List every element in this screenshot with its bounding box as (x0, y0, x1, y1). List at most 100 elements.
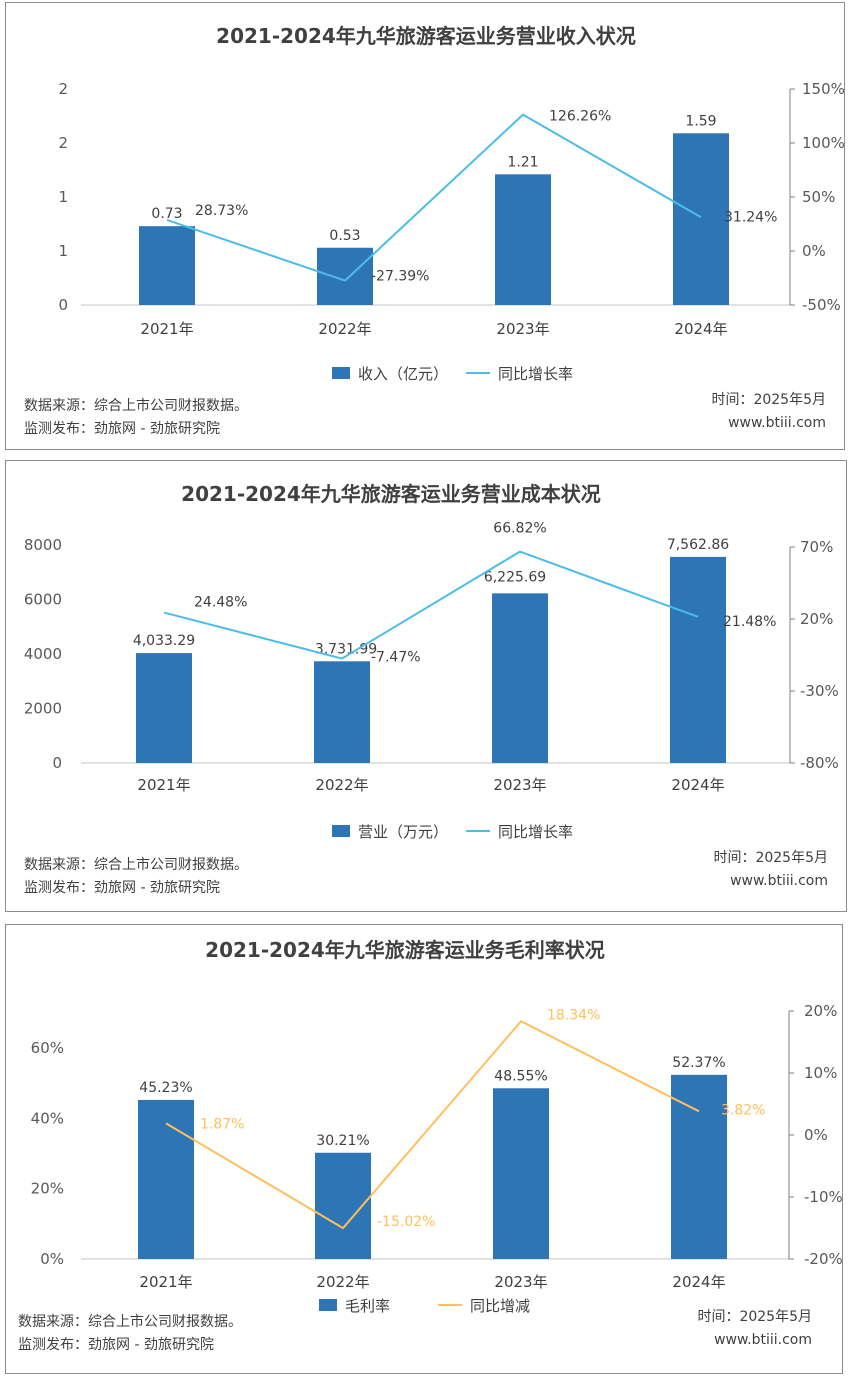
right-axis-tick-label: 70% (800, 538, 833, 556)
legend-bar-swatch (332, 825, 350, 837)
bar (136, 653, 192, 763)
category-label: 2023年 (494, 1273, 547, 1291)
right-axis-tick-label: 0% (802, 242, 826, 260)
left-axis-tick-label: 40% (31, 1109, 64, 1127)
line-value-label: 21.48% (723, 614, 776, 630)
left-axis-tick-label: 0 (52, 754, 62, 772)
category-label: 2021年 (139, 1273, 192, 1291)
bar (138, 1099, 194, 1259)
line-value-label: 31.24% (724, 209, 777, 225)
left-axis-tick-label: 2000 (24, 700, 62, 718)
category-label: 2021年 (137, 776, 190, 794)
bar-value-label: 48.55% (494, 1068, 547, 1084)
left-axis-tick-label: 6000 (24, 591, 62, 609)
bar-value-label: 0.73 (151, 206, 182, 222)
category-label: 2022年 (318, 320, 371, 338)
line-value-label: -15.02% (377, 1214, 435, 1230)
source-note: 数据来源：综合上市公司财报数据。 监测发布：劲旅网 - 劲旅研究院 (18, 1314, 242, 1353)
left-axis-tick-label: 2 (58, 134, 68, 152)
line-value-label: 24.48% (194, 595, 247, 611)
right-axis-tick-label: -50% (802, 296, 841, 314)
legend-line-label: 同比增长率 (498, 365, 573, 383)
right-axis-tick-label: 150% (802, 80, 845, 98)
right-axis-tick-label: 20% (800, 610, 833, 628)
bar-value-label: 52.37% (672, 1055, 725, 1071)
right-axis-tick-label: 20% (804, 1002, 837, 1020)
source-note: 数据来源：综合上市公司财报数据。 监测发布：劲旅网 - 劲旅研究院 (24, 857, 248, 896)
line-value-label: -27.39% (371, 269, 429, 285)
time-note: 时间：2025年5月 www.btiii.com (711, 392, 826, 431)
left-axis-tick-label: 2 (58, 80, 68, 98)
margin-chart-panel: 2021-2024年九华旅游客运业务毛利率状况 0% 20% 40% 60% -20% -1… (5, 924, 843, 1374)
left-axis-tick-label: 60% (31, 1039, 64, 1057)
category-label: 2023年 (493, 776, 546, 794)
left-axis-tick-label: 8000 (24, 536, 62, 554)
bar-value-label: 45.23% (139, 1080, 192, 1096)
bar-value-label: 6,225.69 (484, 569, 546, 585)
right-axis-tick-label: 50% (802, 188, 835, 206)
chart-title: 2021-2024年九华旅游客运业务营业成本状况 (181, 482, 601, 506)
line-value-label: 18.34% (547, 1007, 600, 1023)
chart-title: 2021-2024年九华旅游客运业务营业收入状况 (216, 24, 636, 48)
right-axis-tick-label: 10% (804, 1064, 837, 1082)
left-axis-tick-label: 4000 (24, 645, 62, 663)
left-axis-tick-label: 20% (31, 1180, 64, 1198)
bar (671, 1074, 727, 1259)
left-axis-tick-label: 1 (58, 242, 68, 260)
growth-line (163, 550, 699, 660)
bar (493, 1088, 549, 1259)
revenue-chart-panel: 2021-2024年九华旅游客运业务营业收入状况 0 1 1 2 2 -50% 0% 50% 10… (5, 2, 845, 450)
left-axis-tick-label: 0 (58, 296, 68, 314)
growth-line (165, 1020, 700, 1230)
right-axis-tick-label: -10% (804, 1188, 843, 1206)
revenue-chart: 2021-2024年九华旅游客运业务营业收入状况 0 1 1 2 2 -50% 0% 50% 10… (58, 24, 845, 383)
right-axis-tick-label: 100% (802, 134, 845, 152)
cost-chart: 2021-2024年九华旅游客运业务营业成本状况 0 2000 4000 6000 800… (24, 482, 839, 841)
bar-value-label: 4,033.29 (133, 633, 195, 649)
legend-bar-swatch (319, 1299, 337, 1311)
legend-bar-label: 毛利率 (345, 1297, 390, 1315)
margin-chart: 2021-2024年九华旅游客运业务毛利率状况 0% 20% 40% 60% -20% -1… (31, 938, 843, 1315)
time-note: 时间：2025年5月 www.btiii.com (697, 1309, 812, 1348)
bar (314, 661, 370, 763)
category-label: 2022年 (316, 1273, 369, 1291)
bar-value-label: 1.59 (685, 113, 716, 129)
category-label: 2022年 (315, 776, 368, 794)
right-axis-tick-label: -20% (804, 1250, 843, 1268)
line-value-label: 126.26% (549, 109, 611, 125)
line-value-label: 1.87% (200, 1116, 244, 1132)
legend-line-label: 同比增长率 (498, 823, 573, 841)
right-axis-tick-label: 0% (804, 1126, 828, 1144)
source-note: 数据来源：综合上市公司财报数据。 监测发布：劲旅网 - 劲旅研究院 (24, 398, 248, 437)
line-value-label: 28.73% (195, 203, 248, 219)
time-note: 时间：2025年5月 www.btiii.com (713, 850, 828, 889)
left-axis-tick-label: 0% (40, 1250, 64, 1268)
chart-title: 2021-2024年九华旅游客运业务毛利率状况 (205, 938, 605, 962)
bar (670, 556, 726, 763)
category-label: 2024年 (672, 1273, 725, 1291)
bar (495, 174, 551, 305)
category-label: 2023年 (496, 320, 549, 338)
legend-bar-label: 营业（万元） (358, 823, 448, 841)
line-value-label: 3.82% (721, 1102, 765, 1118)
bar-value-label: 0.53 (329, 228, 360, 244)
legend-bar-label: 收入（亿元） (358, 365, 448, 383)
bar (492, 593, 548, 763)
category-label: 2021年 (140, 320, 193, 338)
bar-value-label: 7,562.86 (667, 537, 729, 553)
growth-line (166, 113, 702, 282)
bar-value-label: 30.21% (316, 1133, 369, 1149)
bar-value-label: 1.21 (507, 154, 538, 170)
bar (673, 133, 729, 305)
cost-chart-panel: 2021-2024年九华旅游客运业务营业成本状况 0 2000 4000 6000 800… (5, 460, 847, 912)
bar-value-label: 3,731.99 (315, 641, 377, 657)
category-label: 2024年 (671, 776, 724, 794)
right-axis-tick-label: -30% (800, 682, 839, 700)
legend-bar-swatch (332, 367, 350, 379)
right-axis-tick-label: -80% (800, 754, 839, 772)
bar (317, 247, 373, 305)
left-axis-tick-label: 1 (58, 188, 68, 206)
category-label: 2024年 (674, 320, 727, 338)
line-value-label: 66.82% (493, 521, 546, 537)
line-value-label: -7.47% (371, 650, 421, 666)
